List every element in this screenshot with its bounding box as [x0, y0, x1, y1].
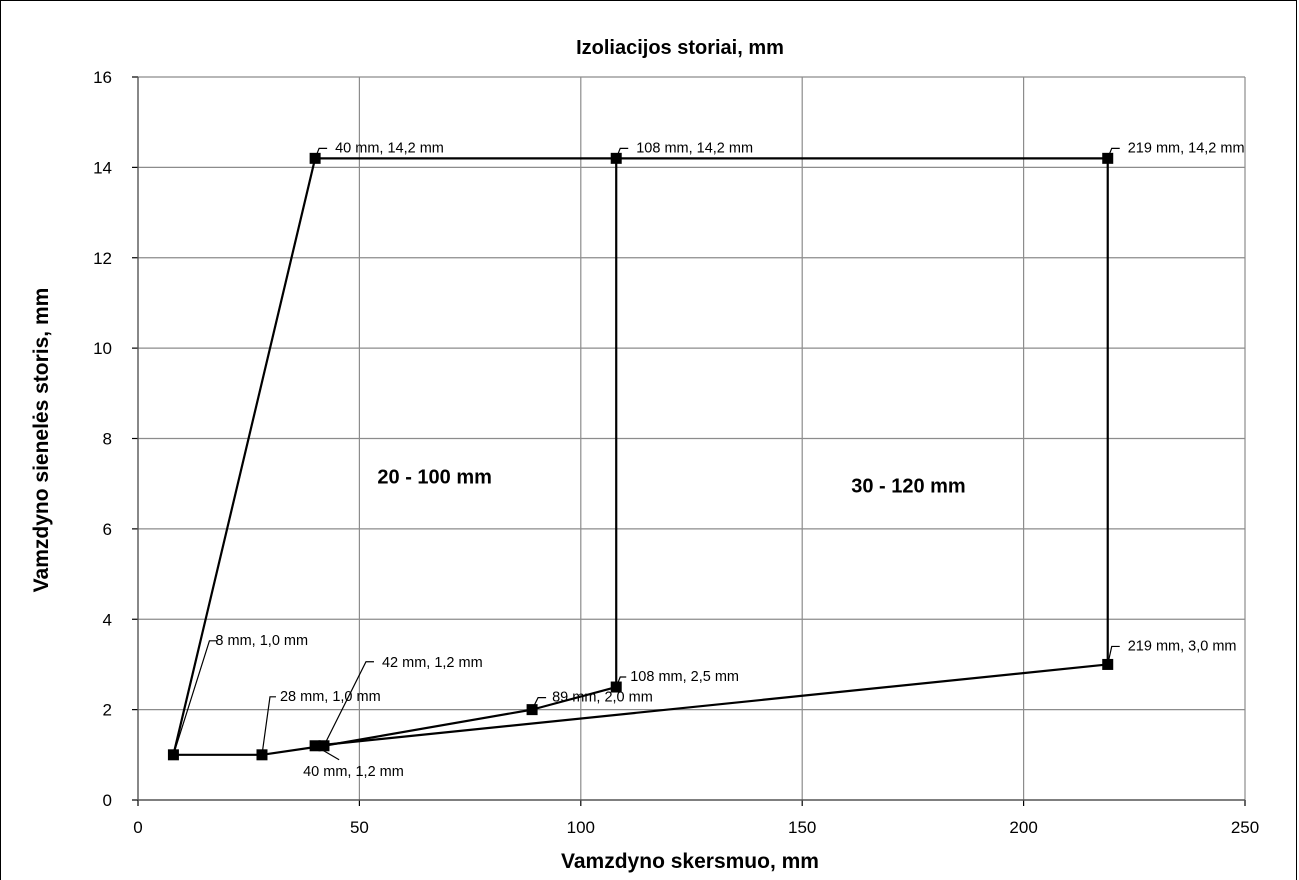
gridlines — [138, 76, 1246, 800]
y-tick-label: 6 — [103, 520, 112, 539]
y-tick-label: 12 — [93, 249, 112, 268]
label-leader — [261, 696, 276, 755]
data-label: 8 mm, 1,0 mm — [215, 633, 308, 649]
y-tick-label: 0 — [103, 791, 112, 810]
series-segment — [323, 708, 533, 747]
data-point-marker — [610, 152, 622, 164]
data-point-marker — [256, 749, 268, 761]
label-leader — [323, 661, 374, 747]
region-label: 30 - 120 mm — [851, 476, 966, 498]
data-point-marker — [309, 740, 321, 752]
x-tick-label: 50 — [350, 818, 369, 837]
data-point-marker — [167, 749, 179, 761]
x-tick-label: 200 — [1009, 818, 1037, 837]
x-axis-title: Vamzdyno skersmuo, mm — [561, 850, 819, 873]
data-label: 28 mm, 1,0 mm — [280, 689, 381, 705]
data-point-marker — [1102, 658, 1114, 670]
y-tick-label: 4 — [103, 610, 112, 629]
y-tick-label: 10 — [93, 339, 112, 358]
x-tick-label: 100 — [567, 818, 595, 837]
chart-title: Izoliacijos storiai, mm — [576, 37, 784, 59]
series-segment — [315, 663, 1108, 747]
series-markers — [167, 152, 1114, 761]
region-label: 20 - 100 mm — [377, 467, 492, 489]
data-point-marker — [526, 704, 538, 716]
label-leader — [1107, 645, 1120, 665]
x-axis-ticks: 0 50 100 150 200 250 — [133, 818, 1259, 837]
x-tick-label: 150 — [788, 818, 816, 837]
series-segment — [172, 158, 317, 756]
label-leader — [172, 640, 218, 755]
y-axis-title: Vamzdyno sienelės storis, mm — [30, 288, 53, 593]
data-point-marker — [610, 681, 622, 693]
data-label: 89 mm, 2,0 mm — [552, 690, 653, 706]
y-tick-label: 16 — [93, 68, 112, 87]
region-annotations: 20 - 100 mm 30 - 120 mm — [377, 467, 965, 498]
data-labels: 8 mm, 1,0 mm 28 mm, 1,0 mm 40 mm, 1,2 mm 42… — [215, 140, 1244, 779]
series-lines — [172, 157, 1109, 756]
y-tick-label: 2 — [103, 701, 112, 720]
axes — [132, 76, 1246, 806]
series-segment — [531, 685, 617, 711]
y-axis-ticks: 0 2 4 6 8 10 12 14 16 — [93, 68, 112, 810]
data-point-marker — [309, 152, 321, 164]
data-label: 108 mm, 14,2 mm — [636, 140, 753, 156]
data-label: 40 mm, 1,2 mm — [303, 764, 404, 780]
data-point-marker — [1102, 152, 1114, 164]
y-tick-label: 14 — [93, 158, 112, 177]
data-label: 108 mm, 2,5 mm — [630, 669, 739, 685]
data-label: 219 mm, 14,2 mm — [1128, 140, 1245, 156]
x-tick-label: 0 — [133, 818, 142, 837]
data-label: 42 mm, 1,2 mm — [382, 655, 483, 671]
data-point-marker — [318, 740, 330, 752]
data-label: 40 mm, 14,2 mm — [335, 140, 444, 156]
y-tick-label: 8 — [103, 430, 112, 449]
x-tick-label: 250 — [1231, 818, 1259, 837]
data-label: 219 mm, 3,0 mm — [1128, 638, 1237, 654]
